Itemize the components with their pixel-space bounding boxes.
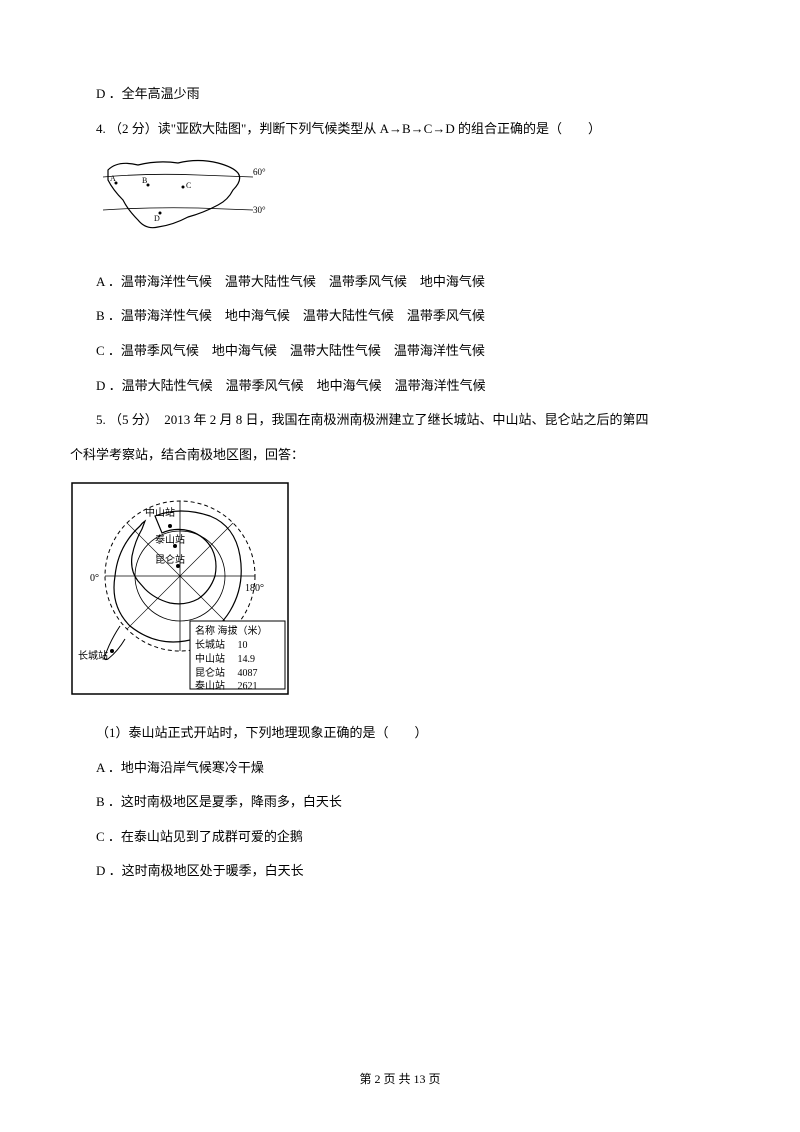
taishan-label: 泰山站 [155,533,185,546]
changcheng-label: 长城站 [78,649,108,662]
q4-option-b: B ．温带海洋性气候 地中海气候 温带大陆性气候 温带季风气候 [70,302,730,331]
deg180-label: 180° [245,583,264,594]
q5-option-d: D ．这时南极地区处于暖季，白天长 [70,857,730,886]
svg-text:D: D [154,214,160,223]
svg-text:中山站 14.9: 中山站 14.9 [195,652,255,665]
q5-map-container: 中山站 泰山站 昆仑站 长城站 0° 180° 名称 海拔（米） 长城站 10 … [70,481,730,707]
svg-text:A: A [110,174,116,183]
q5-stem-line2: 个科学考察站，结合南极地区图，回答： [70,441,730,470]
q4-option-c: C ．温带季风气候 地中海气候 温带大陆性气候 温带海洋性气候 [70,337,730,366]
svg-text:泰山站 2621: 泰山站 2621 [195,679,258,692]
q5-stem-line1: 5. （5 分） 2013 年 2 月 8 日，我国在南极洲南极洲建立了继长城站… [70,406,730,435]
q4-option-a: A ．温带海洋性气候 温带大陆性气候 温带季风气候 地中海气候 [70,268,730,297]
zhongshan-label: 中山站 [145,506,175,519]
svg-text:长城站 10: 长城站 10 [195,638,248,651]
svg-text:B: B [142,176,147,185]
q4-option-d: D ．温带大陆性气候 温带季风气候 地中海气候 温带海洋性气候 [70,372,730,401]
antarctica-map: 中山站 泰山站 昆仑站 长城站 0° 180° 名称 海拔（米） 长城站 10 … [70,481,290,696]
svg-text:昆仑站 4087: 昆仑站 4087 [195,666,258,679]
page-footer: 第 2 页 共 13 页 [0,1066,800,1092]
q5-option-a: A ．地中海沿岸气候寒冷干燥 [70,754,730,783]
svg-text:C: C [186,181,191,190]
kunlun-label: 昆仑站 [155,553,185,566]
q4-stem: 4. （2 分）读"亚欧大陆图"，判断下列气候类型从 A→B→C→D 的组合正确… [70,115,730,144]
q5-option-c: C ．在泰山站见到了成群可爱的企鹅 [70,823,730,852]
lat30-label: 30° [253,205,266,215]
deg0-label: 0° [90,573,99,584]
svg-text:名称 海拔（米）: 名称 海拔（米） [195,624,268,637]
q3-option-d: D ．全年高温少雨 [70,80,730,109]
eurasia-map: 60° 30° A B C D [98,155,268,245]
q5-option-b: B ．这时南极地区是夏季，降雨多，白天长 [70,788,730,817]
q5-subq1: （1）泰山站正式开站时，下列地理现象正确的是（ ） [70,719,730,748]
lat60-label: 60° [253,167,266,177]
q4-map-container: 60° 30° A B C D [98,155,730,256]
